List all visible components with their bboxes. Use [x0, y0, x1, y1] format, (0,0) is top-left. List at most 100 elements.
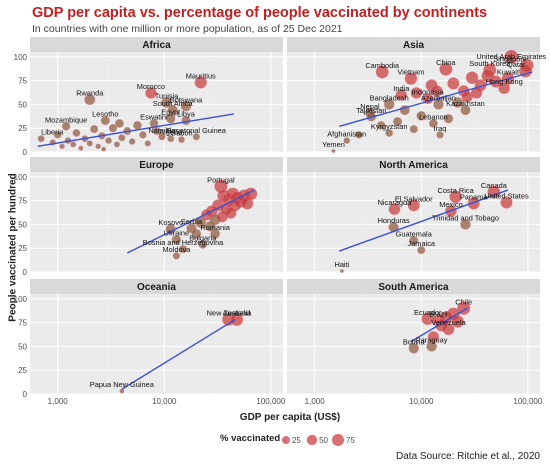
- data-point: [432, 98, 444, 110]
- facet-panel: [30, 172, 283, 272]
- point-label: Algeria: [159, 128, 183, 137]
- data-point: [108, 123, 118, 133]
- data-point: [138, 130, 147, 139]
- point-label: Rwanda: [76, 89, 104, 98]
- trend-line: [410, 307, 468, 343]
- data-point: [178, 244, 188, 254]
- data-point: [388, 203, 401, 216]
- data-point: [498, 82, 511, 95]
- facet-panel: [30, 294, 283, 394]
- data-point: [443, 113, 454, 124]
- x-tick-label: 1,000: [305, 397, 326, 406]
- y-tick-label: 75: [18, 319, 27, 328]
- data-point: [95, 143, 102, 150]
- y-tick-label: 25: [18, 366, 27, 375]
- point-label: Libya: [177, 110, 196, 119]
- point-label: United Arab Emirates: [476, 52, 546, 61]
- facet-africa: Africa 0 25 50 75 100 Mauritius Morocco Rwanda Tu…: [14, 37, 283, 157]
- facet-panel: [30, 52, 283, 152]
- point-label: Vietnam: [397, 68, 424, 77]
- point-label: Venezuela: [431, 318, 466, 327]
- point-label: Egypt: [161, 108, 180, 117]
- point-label: Morocco: [137, 82, 165, 91]
- y-tick-label: 75: [18, 197, 27, 206]
- data-point: [460, 104, 471, 116]
- point-label: Ukraine: [164, 229, 189, 238]
- facet-strip-label: North America: [379, 160, 448, 171]
- point-label: Ecuador: [414, 308, 442, 317]
- point-label: Romania: [200, 223, 230, 232]
- data-point: [198, 239, 208, 249]
- data-point: [84, 93, 96, 106]
- point-label: Kosovo: [158, 218, 183, 227]
- facet-strip-label: Europe: [139, 160, 174, 171]
- data-point: [144, 140, 152, 147]
- facet-strip: [30, 157, 283, 172]
- point-label: Eswatini: [140, 112, 168, 121]
- y-tick-label: 0: [23, 148, 28, 157]
- data-point: [343, 137, 351, 145]
- chart-subtitle: In countries with one million or more po…: [32, 23, 343, 35]
- facet-strip: [287, 279, 540, 294]
- y-tick-label: 100: [14, 295, 28, 304]
- facet-north-america: North America Costa Rica Canada PanamaUnite…: [287, 157, 540, 274]
- legend: % vaccinated: [0, 430, 550, 450]
- point-label: Qatar: [507, 60, 526, 69]
- point-label: Nepal: [360, 102, 380, 111]
- data-point: [230, 313, 244, 327]
- point-label: Canada: [481, 181, 508, 190]
- x-tick-label: 1,000: [48, 397, 69, 406]
- data-point: [114, 118, 125, 129]
- point-label: Mauritius: [186, 71, 216, 80]
- data-point: [409, 124, 419, 134]
- data-point: [86, 140, 94, 147]
- facet-asia: Asia China United Arab EmiratesSingaporeSo…: [287, 37, 547, 154]
- data-point: [59, 143, 66, 150]
- point-label: South Korea: [469, 59, 511, 68]
- data-point: [439, 62, 453, 76]
- point-label: Iraq: [434, 124, 447, 133]
- y-tick-label: 50: [18, 100, 27, 109]
- trend-line: [37, 113, 235, 147]
- facet-oceania: Oceania 0 25 50 75 100 1,000 10,000 100,000 New Z…: [14, 279, 286, 406]
- trend-line: [339, 71, 533, 127]
- y-tick-label: 25: [18, 244, 27, 253]
- point-label: Tajikistan: [356, 106, 386, 115]
- facet-strip: [287, 37, 540, 52]
- data-point: [331, 148, 336, 154]
- data-point: [408, 342, 420, 354]
- legend-label: 75: [346, 436, 355, 445]
- source-note: Data Source: Ritchie et al., 2020: [396, 451, 540, 462]
- y-tick-label: 50: [18, 342, 27, 351]
- point-label: Papua New Guinea: [90, 380, 155, 389]
- point-label: Bangladesh: [370, 93, 409, 102]
- data-point: [194, 76, 208, 89]
- y-tick-label: 0: [23, 390, 28, 399]
- data-point: [165, 113, 176, 124]
- point-label: Mozambique: [45, 115, 87, 124]
- point-label: Australia: [222, 309, 252, 318]
- legend-title: % vaccinated: [220, 433, 281, 444]
- data-point: [388, 221, 399, 233]
- facet-strip-label: South America: [378, 282, 449, 293]
- point-label: Jamaica: [407, 239, 435, 248]
- point-label: Tunisia: [155, 91, 179, 100]
- point-label: Panama: [460, 192, 488, 201]
- point-label: Paraguay: [416, 335, 448, 344]
- data-point: [89, 124, 99, 134]
- data-point: [428, 118, 439, 129]
- point-label: Kazakhstan: [446, 99, 485, 108]
- point-label: Kuwait: [497, 68, 519, 77]
- point-label: Afghanistan: [327, 130, 366, 139]
- y-tick-label: 75: [18, 77, 27, 86]
- data-point: [118, 133, 126, 142]
- legend-label: 25: [292, 436, 301, 445]
- data-point: [436, 130, 444, 139]
- chart-title: GDP per capita vs. percentage of people …: [32, 5, 488, 21]
- data-point: [132, 120, 142, 130]
- point-label: Mexico: [439, 200, 462, 209]
- point-label: Singapore: [493, 54, 527, 63]
- x-tick-label: 10,000: [152, 397, 177, 406]
- data-point: [145, 87, 157, 99]
- data-point: [172, 251, 181, 260]
